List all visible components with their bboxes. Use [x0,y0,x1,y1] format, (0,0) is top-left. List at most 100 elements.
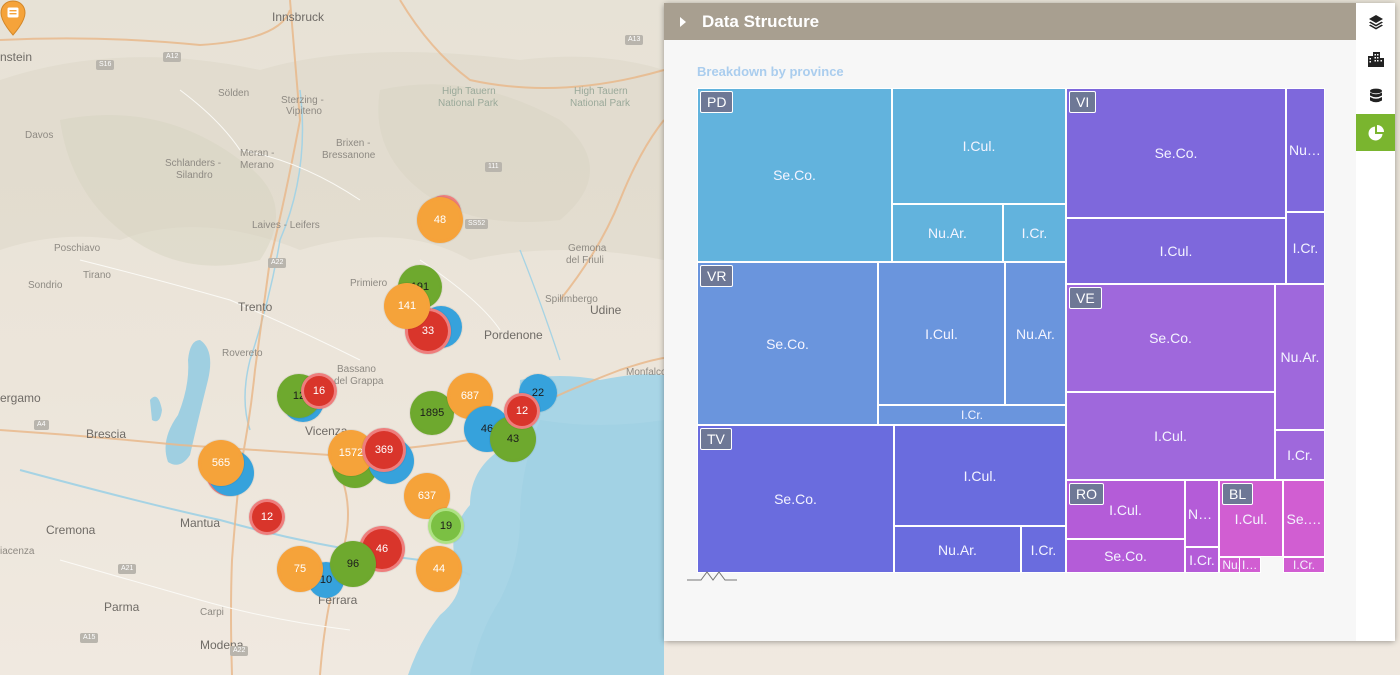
map-cluster-marker[interactable]: 1895 [410,391,454,435]
treemap-tile-label: I.Cul. [925,325,958,342]
map-place-label: Poschiavo [54,243,101,254]
treemap-tile[interactable]: Nu.Ar. [1286,88,1325,212]
map-cluster-marker[interactable]: 48 [417,197,463,243]
map-place-label: Brescia [86,427,127,441]
map-place-label: Bressanone [322,150,376,161]
treemap-tile[interactable]: Se.Co. [697,88,892,262]
treemap-tile[interactable]: I.Cr. [1275,430,1325,480]
map-cluster-marker[interactable]: 637 [404,473,450,519]
treemap-tile-label: I.Cul. [1159,243,1193,259]
treemap-tile[interactable]: I.Cul. [878,262,1005,405]
province-tag-ro[interactable]: RO [1069,483,1104,505]
map-cluster-marker[interactable]: 12 [504,393,540,429]
treemap-tile[interactable]: Nu.Ar. [894,526,1021,573]
treemap-tile-label: I.Cr. [1030,541,1057,558]
map-place-label: Udine [590,303,622,317]
treemap-tile[interactable]: I.Cul. [1239,557,1261,573]
road-shield: A13 [625,35,644,45]
treemap-tile[interactable]: I.Cul. [1066,218,1286,284]
map-cluster-marker[interactable]: 75 [277,546,323,592]
treemap-tile[interactable]: I.Cul. [892,88,1066,204]
map-place-label: Silandro [176,170,213,181]
province-tag-pd[interactable]: PD [700,91,734,113]
side-toolbar [1356,3,1395,641]
road-shield: A22 [230,646,249,656]
treemap-tile-label: Nu.Ar. [1289,142,1324,158]
province-tag-ve[interactable]: VE [1069,287,1102,309]
road-shield: A21 [118,564,137,574]
treemap-tile[interactable]: Nu.Ar. [892,204,1003,262]
province-tag-vi[interactable]: VI [1069,91,1097,113]
treemap-tile[interactable]: I.Cr. [1283,557,1325,573]
map-place-label: iacenza [0,546,35,557]
map-place-label: del Friuli [566,255,604,266]
map-place-label: Meran - [240,148,275,159]
map-cluster-marker[interactable]: 369 [362,428,406,472]
map-cluster-marker[interactable]: 141 [384,283,430,329]
treemap-tile[interactable]: I.Cr. [1185,547,1219,573]
treemap-tile-label: Nu.Ar. [938,541,977,558]
treemap-tile[interactable]: Se.… [1283,480,1325,557]
toolbar-pie-chart-button[interactable] [1356,114,1395,151]
road-shield: A12 [163,52,182,62]
treemap-tile-label: Nu.Ar. [1016,325,1055,342]
treemap-tile-label: I.Cr. [1021,225,1048,241]
pie-chart-icon [1367,124,1385,142]
treemap-tile[interactable]: Nu.… [1185,480,1219,547]
treemap-tile-label: I.Cul. [1242,558,1260,572]
map-place-label: Spilimbergo [545,294,598,305]
treemap-tile[interactable]: Se.Co. [697,262,878,425]
expand-triangle-icon[interactable] [680,16,686,27]
map-cluster-marker[interactable]: 12 [249,499,285,535]
map-cluster-marker[interactable]: 96 [330,541,376,587]
map-place-label: ergamo [0,391,41,405]
province-tag-bl[interactable]: BL [1222,483,1254,505]
treemap-tile[interactable]: I.Cul. [894,425,1066,526]
road-shield: SS52 [465,219,489,229]
map-place-label: Merano [240,160,274,171]
map-place-label: National Park [438,98,499,109]
map-place-label: Primiero [350,278,388,289]
treemap-tile-label: Se.Co. [1154,145,1198,161]
treemap-tile[interactable]: Se.Co. [1066,539,1185,573]
road-shield: A22 [268,258,287,268]
treemap-tile[interactable]: I.Cr. [878,405,1066,425]
treemap-tile[interactable]: Se.Co. [1066,88,1286,218]
map-place-label: Mantua [180,516,221,530]
treemap-tile[interactable]: Nu.Ar. [1005,262,1066,405]
treemap-tile-label: I.Cr. [960,408,983,422]
map-place-label: Tirano [83,270,111,281]
road-shield: A15 [80,633,99,643]
map-place-label: nstein [0,50,33,64]
map-place-label: Schlanders - [165,158,222,169]
treemap-tile[interactable]: Nu.Ar. [1275,284,1325,430]
road-shield: 111 [485,162,502,172]
map-cluster-marker[interactable]: 19 [428,508,464,544]
toolbar-database-button[interactable] [1356,77,1395,114]
map-cluster-marker[interactable]: 16 [301,373,337,409]
mini-sparkline-icon [687,571,737,581]
treemap-tile-label: I.Cr. [1292,558,1315,572]
treemap-tile[interactable]: I.Cr. [1021,526,1066,573]
treemap-tile-label: Se.Co. [773,167,816,183]
map-cluster-marker[interactable]: 565 [198,440,244,486]
database-icon [1369,88,1383,104]
toolbar-layers-button[interactable] [1356,3,1395,40]
province-tag-vr[interactable]: VR [700,265,734,287]
data-structure-panel: Data Structure Breakdown by province Se.… [664,3,1395,641]
province-treemap[interactable]: Se.Co. I.Cul. Nu.Ar. I.Cr. PD Se.Co. I.Cul. Nu.… [697,88,1325,573]
location-marker-icon[interactable] [0,0,26,36]
treemap-tile-label: Se.… [1286,510,1322,527]
panel-header-toggle[interactable]: Data Structure [664,3,1356,40]
toolbar-buildings-button[interactable] [1356,40,1395,77]
map-place-label: High Tauern [442,86,496,97]
treemap-tile-label: I.Cr. [1189,552,1215,568]
road-shield: A4 [34,420,49,430]
map-cluster-marker[interactable]: 44 [416,546,462,592]
province-tag-tv[interactable]: TV [700,428,732,450]
treemap-tile[interactable]: I.Cul. [1066,392,1275,480]
treemap-tile[interactable]: I.Cr. [1003,204,1066,262]
map-place-label: Cremona [46,523,96,537]
treemap-tile[interactable]: I.Cr. [1286,212,1325,284]
buildings-icon [1367,51,1385,67]
